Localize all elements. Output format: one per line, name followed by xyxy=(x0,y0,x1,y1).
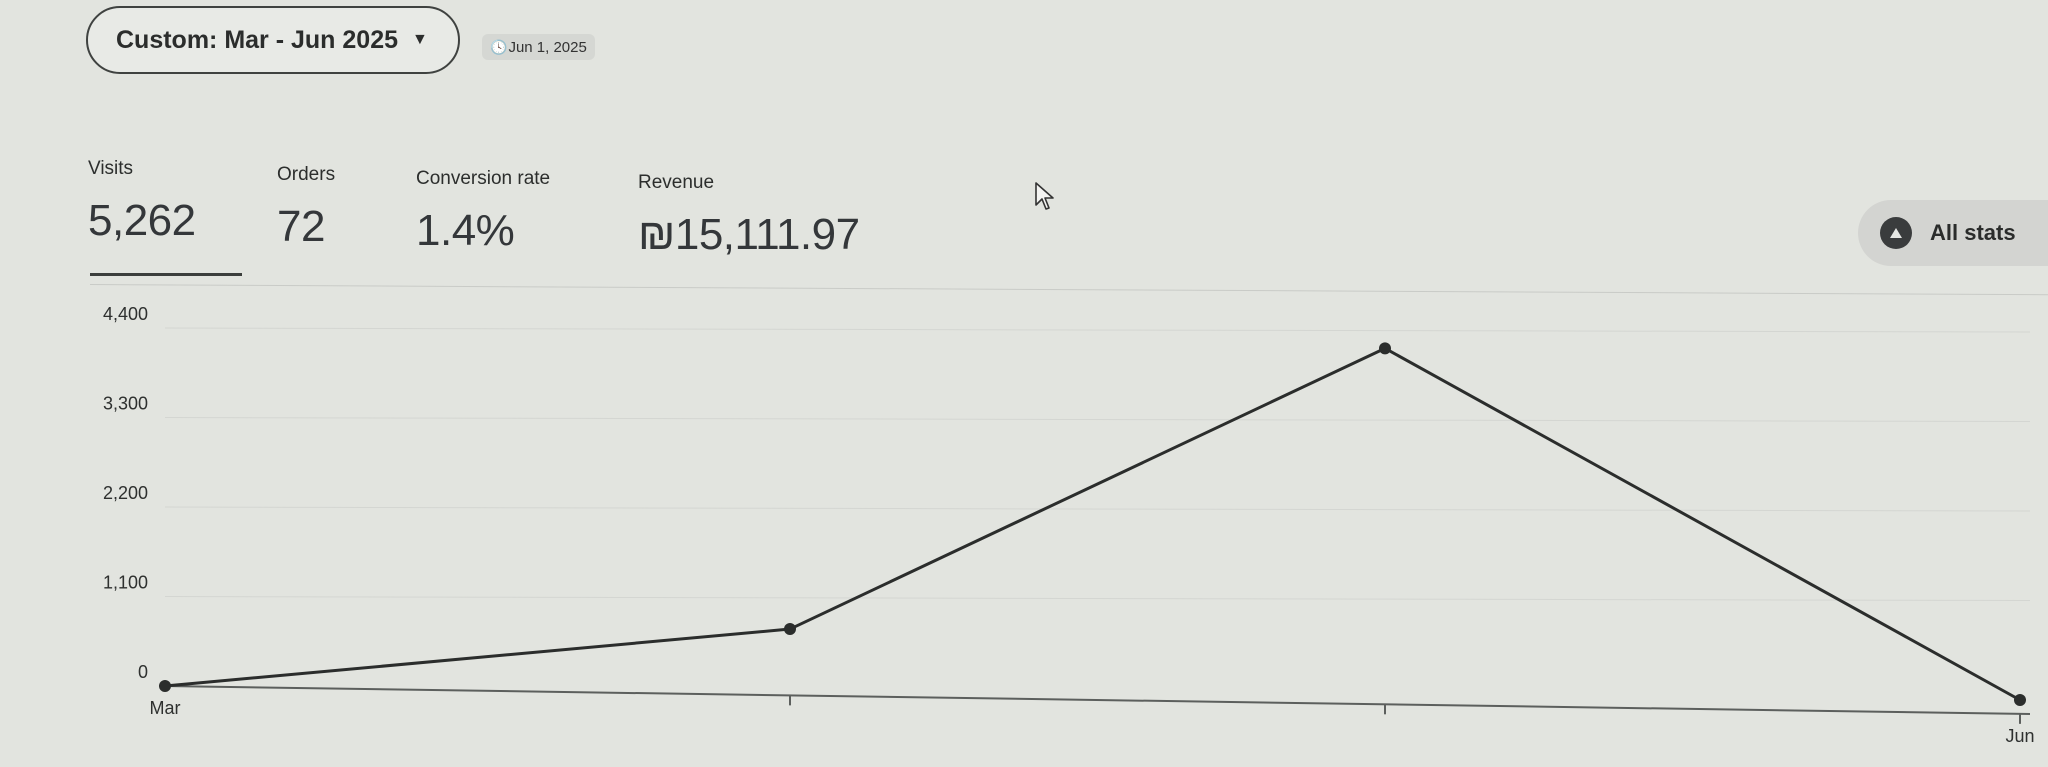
gridline xyxy=(164,506,2031,512)
metric-label-revenue: Revenue xyxy=(638,172,715,193)
comparison-date-label: Jun 1, 2025 xyxy=(508,38,587,56)
comparison-date-chip[interactable]: 🕓 Jun 1, 2025 xyxy=(482,34,595,60)
metric-tab-revenue[interactable]: Revenue ₪15,111.97 xyxy=(638,172,860,260)
y-tick-label: 0 xyxy=(138,662,148,682)
metric-value-revenue: ₪15,111.97 xyxy=(638,210,860,259)
x-axis: Mar Jun xyxy=(150,685,2035,746)
metric-value-conversion-rate: 1.4% xyxy=(416,206,515,255)
metric-label-conversion-rate: Conversion rate xyxy=(416,168,551,189)
metric-value-orders: 72 xyxy=(277,202,325,251)
y-tick-label: 3,300 xyxy=(103,394,148,414)
metric-label-visits: Visits xyxy=(88,158,134,179)
metric-tab-orders[interactable]: Orders 72 xyxy=(277,164,335,252)
active-tab-underline xyxy=(90,273,242,276)
date-range-dropdown[interactable]: Custom: Mar - Jun 2025 ▼ xyxy=(86,6,460,74)
data-point xyxy=(784,623,796,636)
gridline xyxy=(164,417,2031,422)
y-tick-label: 1,100 xyxy=(103,573,148,593)
data-point xyxy=(2014,694,2026,706)
metric-tab-conversion-rate[interactable]: Conversion rate 1.4% xyxy=(416,168,550,256)
chevron-up-icon xyxy=(1880,217,1912,249)
data-point xyxy=(159,680,171,692)
clock-icon: 🕓 xyxy=(490,38,508,55)
metric-label-orders: Orders xyxy=(277,164,336,185)
y-tick-label: 2,200 xyxy=(103,483,148,503)
all-stats-button[interactable]: All stats xyxy=(1858,200,2048,266)
metric-tab-visits[interactable]: Visits 5,262 xyxy=(88,158,196,246)
chart-series xyxy=(159,342,2026,706)
date-range-label: Custom: Mar - Jun 2025 xyxy=(116,25,399,54)
mouse-cursor-icon xyxy=(1035,182,1054,210)
x-tick-label: Mar xyxy=(150,698,181,718)
y-tick-label: 4,400 xyxy=(103,304,148,324)
all-stats-label: All stats xyxy=(1930,220,2016,245)
x-tick-label: Jun xyxy=(2005,726,2034,746)
caret-down-icon: ▼ xyxy=(412,31,428,48)
metric-value-visits: 5,262 xyxy=(88,196,196,245)
gridline xyxy=(164,596,2031,601)
y-axis-tick-labels: 0 1,100 2,200 3,300 4,400 xyxy=(103,304,148,682)
gridline xyxy=(164,327,2031,333)
series-line xyxy=(164,346,2021,702)
x-axis-line xyxy=(164,685,2031,715)
chart-gridlines xyxy=(164,327,2031,601)
data-point xyxy=(1379,342,1391,355)
